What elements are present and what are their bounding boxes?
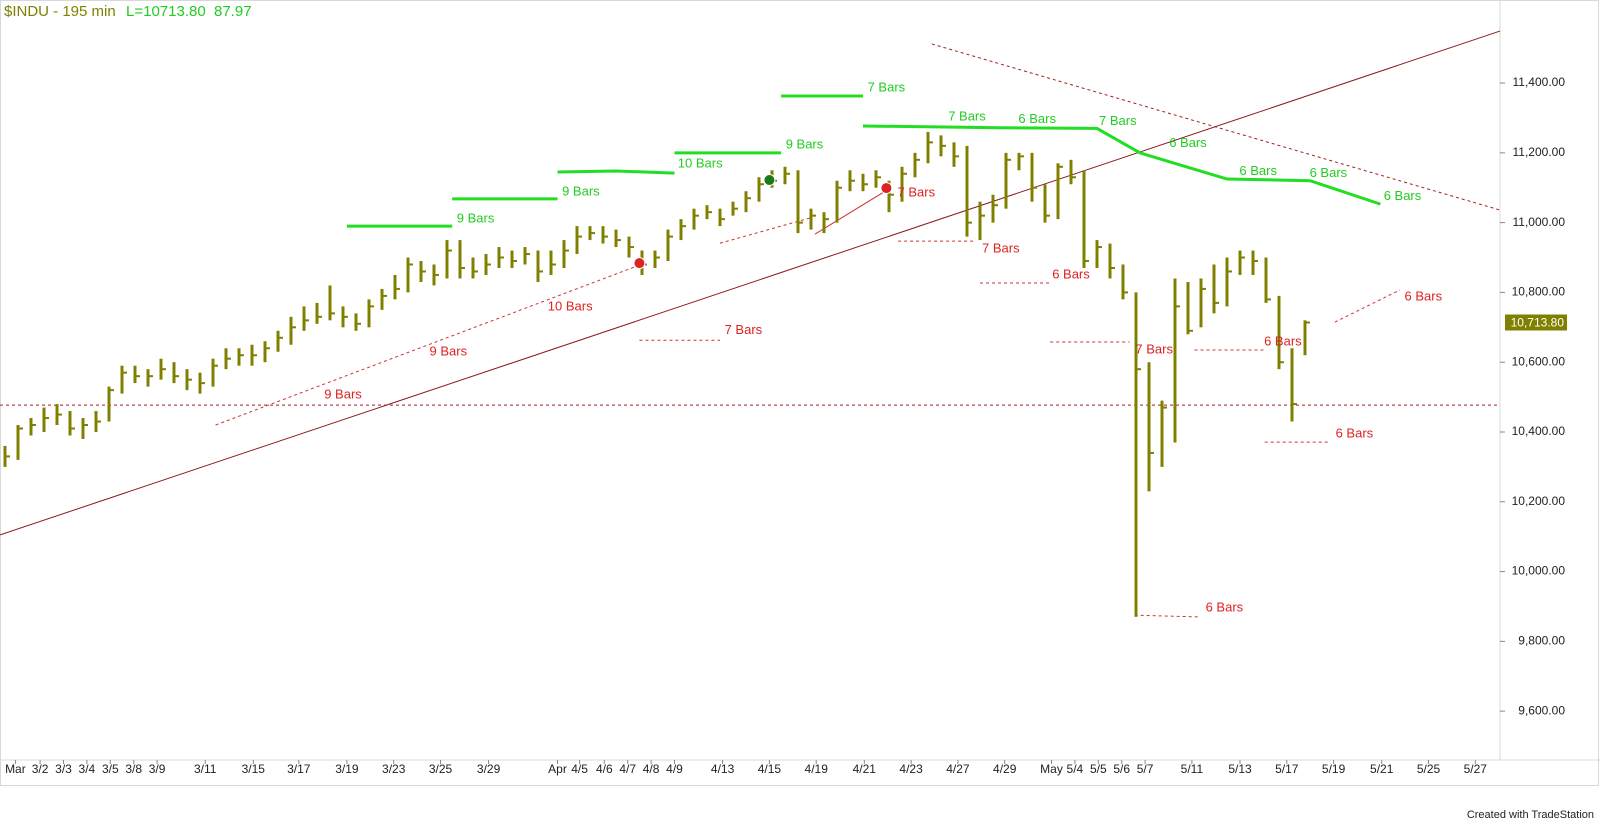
x-tick-label: 5/11 [1181, 762, 1204, 776]
signal-dot [633, 257, 646, 270]
y-tick-label: 9,600.00 [1518, 703, 1565, 717]
chart-title: $INDU - 195 min [4, 3, 116, 20]
y-tick-label: 10,800.00 [1512, 285, 1566, 299]
x-tick-label: 4/6 [596, 762, 613, 776]
bar-count-label: 6 Bars [1264, 333, 1302, 348]
y-tick-label: 11,000.00 [1513, 215, 1566, 229]
bar-count-label: 9 Bars [786, 137, 824, 152]
bar-count-label: 7 Bars [868, 80, 906, 95]
x-tick-label: 4/9 [666, 762, 683, 776]
y-tick-label: 11,200.00 [1513, 145, 1566, 159]
bar-count-label: 9 Bars [324, 386, 362, 401]
x-tick-label: 5/6 [1113, 762, 1130, 776]
x-tick-label: 3/11 [194, 762, 217, 776]
study-line [557, 169, 675, 175]
study-line [931, 43, 1501, 211]
x-tick-label: 3/25 [429, 762, 453, 776]
bar-count-label: 9 Bars [457, 211, 495, 226]
bar-count-label: 7 Bars [725, 322, 763, 337]
x-tick-label: 4/23 [899, 762, 923, 776]
bar-count-label: 6 Bars [1384, 188, 1422, 203]
x-tick-label: 3/29 [477, 762, 501, 776]
bar-count-label: 10 Bars [678, 155, 723, 170]
bar-count-label: 6 Bars [1336, 426, 1374, 441]
last-price-label: 10,713.80 [1511, 316, 1565, 330]
bar-count-label: 7 Bars [898, 184, 936, 199]
bar-count-label: 6 Bars [1169, 135, 1207, 150]
x-tick-label: 4/29 [993, 762, 1017, 776]
x-tick-label: 5/21 [1370, 762, 1394, 776]
y-tick-label: 10,400.00 [1512, 424, 1566, 438]
x-tick-label: 4/15 [758, 762, 782, 776]
x-tick-label: 3/15 [242, 762, 266, 776]
x-tick-label: 3/9 [149, 762, 166, 776]
study-line [814, 187, 891, 235]
signal-dot [880, 182, 893, 195]
bar-count-label: 6 Bars [1018, 111, 1056, 126]
bar-count-label: 6 Bars [1405, 288, 1443, 303]
bar-count-label: 6 Bars [1310, 165, 1348, 180]
y-tick-label: 10,200.00 [1512, 494, 1566, 508]
bar-count-label: 6 Bars [1052, 266, 1090, 281]
x-tick-label: 3/23 [382, 762, 406, 776]
bar-count-label: 7 Bars [948, 109, 986, 124]
x-tick-label: 4/5 [571, 762, 588, 776]
frame [0, 0, 1599, 786]
bar-count-label: 7 Bars [1099, 113, 1137, 128]
study-line [0, 30, 1501, 536]
x-tick-label: 4/8 [643, 762, 660, 776]
x-tick-label: Mar [5, 762, 26, 776]
study-line [1134, 614, 1200, 618]
bar-count-label: 6 Bars [1239, 163, 1277, 178]
x-tick-label: 3/2 [32, 762, 49, 776]
bar-count-label: 9 Bars [562, 183, 600, 198]
x-tick-label: 5/17 [1275, 762, 1299, 776]
x-tick-label: 3/4 [79, 762, 96, 776]
x-tick-label: 4/7 [619, 762, 636, 776]
x-tick-label: 3/8 [125, 762, 142, 776]
signal-dot [763, 174, 776, 187]
bar-count-label: 7 Bars [1135, 341, 1173, 356]
x-tick-label: 5/25 [1417, 762, 1441, 776]
x-tick-label: 4/13 [711, 762, 735, 776]
x-tick-label: 3/5 [102, 762, 119, 776]
x-tick-label: 5/7 [1137, 762, 1154, 776]
bar-count-label: 6 Bars [1206, 600, 1244, 615]
y-tick-label: 10,000.00 [1512, 564, 1566, 578]
y-tick-label: 11,400.00 [1513, 75, 1566, 89]
x-tick-label: Apr [548, 762, 567, 776]
x-tick-label: 5/4 [1067, 762, 1084, 776]
bar-count-label: 7 Bars [982, 241, 1020, 256]
x-tick-label: May [1040, 762, 1063, 776]
bar-count-label: 9 Bars [430, 344, 468, 359]
x-tick-label: 4/27 [946, 762, 970, 776]
x-tick-label: 5/13 [1228, 762, 1252, 776]
x-tick-label: 3/17 [287, 762, 311, 776]
change-value: 87.97 [214, 3, 252, 20]
study-line [1334, 289, 1401, 323]
study-line [862, 124, 1381, 206]
y-tick-label: 10,600.00 [1512, 354, 1566, 368]
x-tick-label: 3/3 [55, 762, 72, 776]
last-value: L=10713.80 [126, 3, 206, 20]
x-tick-label: 5/5 [1090, 762, 1107, 776]
footer: Created with TradeStation [1467, 809, 1594, 821]
bar-count-label: 10 Bars [548, 299, 593, 314]
y-tick-label: 9,800.00 [1518, 634, 1565, 648]
x-tick-label: 4/19 [805, 762, 829, 776]
x-tick-label: 5/27 [1464, 762, 1488, 776]
last-price-tag [1505, 314, 1567, 331]
x-tick-label: 4/21 [853, 762, 877, 776]
x-tick-label: 3/19 [335, 762, 359, 776]
x-tick-label: 5/19 [1322, 762, 1346, 776]
